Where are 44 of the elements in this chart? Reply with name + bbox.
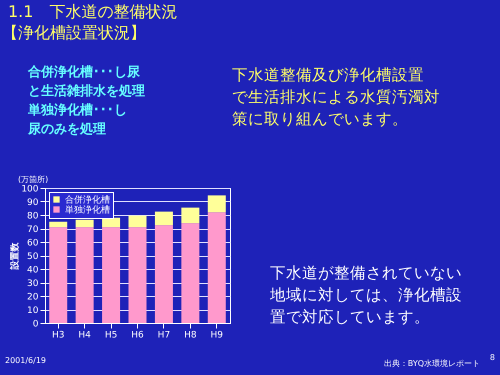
y-tick-label: 100 (21, 184, 39, 194)
bar (208, 212, 226, 323)
y-tick-label: 90 (27, 198, 39, 208)
y-axis-title: 設置数 (9, 242, 20, 270)
chart-subtitle: 【浄化槽設置状況】 (2, 23, 146, 42)
x-tick-label: H4 (78, 330, 92, 340)
bar (128, 216, 146, 228)
text: 8 (490, 353, 495, 362)
text: 下水道整備及び浄化槽設置で生活排水による水質汚濁対策に取り組んでいます。 (232, 66, 440, 128)
chart-title: 1.1 下水道の整備状況 (8, 2, 178, 21)
y-tick-label: 20 (27, 292, 39, 302)
x-tick-label: H8 (184, 330, 197, 340)
text: 単独浄化槽･･･し尿のみを処理 (27, 103, 127, 137)
x-tick-label: H5 (104, 330, 118, 340)
legend-label: 単独浄化槽 (65, 204, 110, 216)
bar (102, 227, 120, 323)
x-tick-label: H6 (131, 330, 144, 340)
y-tick-label: 0 (32, 320, 39, 330)
text: 下水道が整備されていない地域に対しては、浄化槽設置で対応しています。 (269, 264, 462, 326)
bar (128, 227, 146, 323)
text: 合併浄化槽･･･し尿と生活雑排水を処理 (27, 64, 145, 99)
bar (76, 220, 94, 228)
text: 2001/6/19 (5, 356, 46, 365)
text: (万箇所) (18, 175, 48, 184)
y-tick-label: 10 (27, 306, 39, 316)
x-tick-label: H9 (210, 330, 224, 340)
bar (181, 223, 200, 323)
bar (208, 195, 226, 212)
bar (181, 208, 200, 224)
bar (76, 227, 94, 323)
bar (154, 212, 173, 226)
bar (154, 225, 173, 323)
bar (49, 227, 68, 323)
y-tick-label: 40 (27, 266, 39, 276)
y-tick-label: 80 (27, 212, 39, 222)
bar (49, 222, 68, 228)
legend-label: 合併浄化槽 (65, 194, 110, 206)
y-tick-label: 50 (27, 252, 39, 262)
y-tick-label: 70 (27, 225, 39, 235)
source-note: 出典：BYQ水環境レポート (384, 359, 480, 368)
x-tick-label: H7 (158, 330, 170, 340)
y-tick-label: 30 (27, 279, 39, 289)
y-tick-label: 60 (27, 238, 39, 248)
x-tick-label: H3 (52, 330, 64, 340)
